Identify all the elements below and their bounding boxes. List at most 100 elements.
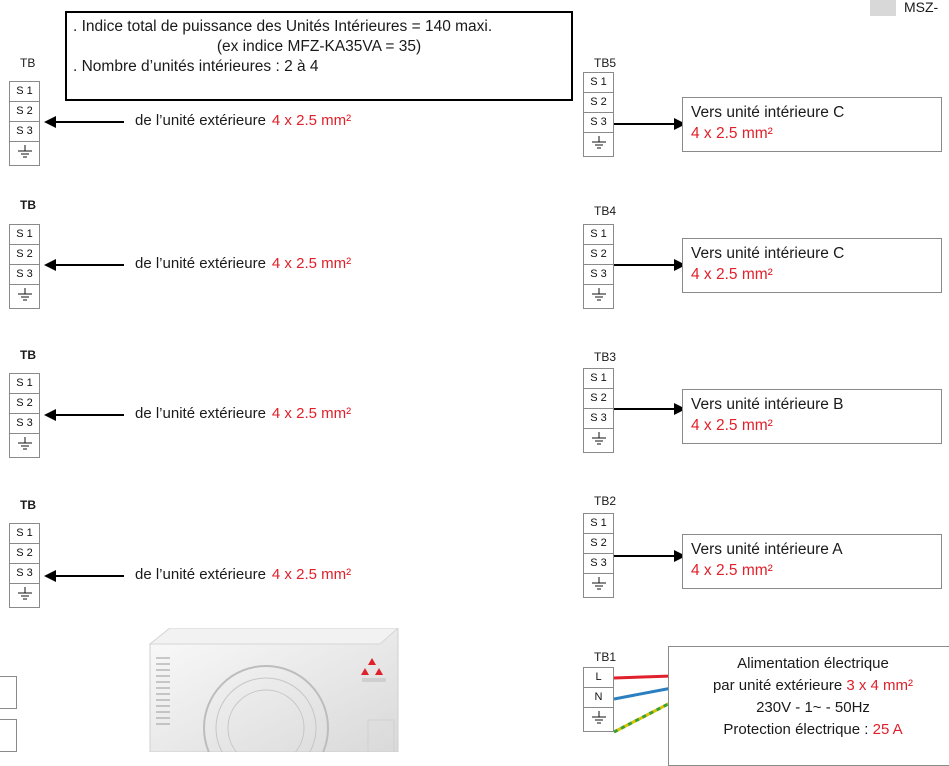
incoming-wire-arrow bbox=[44, 570, 124, 582]
terminal-l: L bbox=[584, 668, 613, 688]
terminal-s1: S 1 bbox=[584, 73, 613, 93]
wire-label: de l’unité extérieure 4 x 2.5 mm² bbox=[135, 405, 351, 422]
partial-terminal-box bbox=[0, 676, 17, 709]
earth-icon bbox=[17, 145, 32, 158]
terminal-block-title: TB5 bbox=[594, 56, 617, 70]
incoming-wire-arrow bbox=[44, 116, 124, 128]
terminal-s1: S 1 bbox=[10, 374, 39, 394]
terminal-block-title: TB2 bbox=[594, 494, 617, 508]
terminal-s2: S 2 bbox=[584, 93, 613, 113]
neutral-wire bbox=[614, 686, 673, 701]
wire-label-text: de l’unité extérieure bbox=[135, 405, 266, 422]
terminal-s2: S 2 bbox=[10, 102, 39, 122]
power-protection-spec: 25 A bbox=[872, 721, 903, 738]
terminal-s2: S 2 bbox=[10, 245, 39, 265]
wire-label-text: de l’unité extérieure bbox=[135, 112, 266, 129]
terminal-s3: S 3 bbox=[584, 113, 613, 133]
terminal-s3: S 3 bbox=[10, 265, 39, 285]
destination-spec: 4 x 2.5 mm² bbox=[691, 266, 773, 283]
destination-label: Vers unité intérieure A bbox=[691, 541, 843, 558]
power-protection: Protection électrique : 25 A bbox=[669, 719, 949, 741]
earth-terminal bbox=[584, 711, 613, 731]
terminal-block: S 1 S 2 S 3 bbox=[9, 373, 40, 458]
terminal-block-title: TB1 bbox=[594, 650, 617, 664]
earth-terminal bbox=[10, 145, 39, 165]
terminal-s1: S 1 bbox=[584, 225, 613, 245]
power-protection-text: Protection électrique : bbox=[723, 721, 869, 738]
outdoor-unit-illustration bbox=[148, 628, 399, 752]
power-cable-text: par unité extérieure bbox=[712, 677, 843, 694]
incoming-wire-arrow bbox=[44, 259, 124, 271]
terminal-n: N bbox=[584, 688, 613, 708]
wiring-notes-box: . Indice total de puissance des Unités I… bbox=[65, 11, 573, 101]
destination-box: Vers unité intérieure A 4 x 2.5 mm² bbox=[682, 534, 942, 589]
earth-terminal bbox=[10, 587, 39, 607]
earth-wire-stripe bbox=[614, 700, 673, 734]
terminal-s2: S 2 bbox=[584, 389, 613, 409]
earth-icon bbox=[17, 288, 32, 301]
earth-icon bbox=[17, 587, 32, 600]
outgoing-wire-arrow bbox=[614, 118, 686, 130]
earth-icon bbox=[591, 432, 606, 445]
terminal-block-title: TB bbox=[20, 498, 36, 512]
partial-terminal-box bbox=[0, 719, 17, 752]
terminal-block: S 1 S 2 S 3 bbox=[583, 368, 614, 453]
destination-spec: 4 x 2.5 mm² bbox=[691, 417, 773, 434]
terminal-block: S 1 S 2 S 3 bbox=[9, 523, 40, 608]
terminal-block-title: TB bbox=[20, 198, 36, 212]
terminal-s2: S 2 bbox=[584, 534, 613, 554]
earth-icon bbox=[591, 136, 606, 149]
terminal-block: S 1 S 2 S 3 bbox=[583, 224, 614, 309]
wire-label-text: de l’unité extérieure bbox=[135, 566, 266, 583]
outgoing-wire-arrow bbox=[614, 550, 686, 562]
earth-terminal bbox=[584, 577, 613, 597]
model-tag-swatch bbox=[870, 0, 896, 16]
power-cable: par unité extérieure 3 x 4 mm² bbox=[669, 675, 949, 697]
terminal-block: L N bbox=[583, 667, 614, 732]
wire-label: de l’unité extérieure 4 x 2.5 mm² bbox=[135, 566, 351, 583]
destination-spec: 4 x 2.5 mm² bbox=[691, 125, 773, 142]
terminal-s1: S 1 bbox=[584, 514, 613, 534]
terminal-s3: S 3 bbox=[10, 122, 39, 142]
incoming-wire-arrow bbox=[44, 409, 124, 421]
earth-terminal bbox=[10, 437, 39, 457]
note-line-example: (ex indice MFZ-KA35VA = 35) bbox=[216, 38, 422, 55]
power-voltage: 230V - 1~ - 50Hz bbox=[756, 699, 870, 716]
terminal-s2: S 2 bbox=[10, 544, 39, 564]
terminal-s1: S 1 bbox=[584, 369, 613, 389]
terminal-s1: S 1 bbox=[10, 82, 39, 102]
terminal-s1: S 1 bbox=[10, 225, 39, 245]
wire-spec: 4 x 2.5 mm² bbox=[271, 405, 352, 422]
model-tag-text: MSZ- bbox=[904, 0, 939, 15]
power-title: Alimentation électrique bbox=[737, 655, 889, 672]
terminal-s3: S 3 bbox=[10, 414, 39, 434]
wire-spec: 4 x 2.5 mm² bbox=[271, 566, 352, 583]
terminal-block: S 1 S 2 S 3 bbox=[9, 224, 40, 309]
destination-spec: 4 x 2.5 mm² bbox=[691, 562, 773, 579]
terminal-s3: S 3 bbox=[584, 554, 613, 574]
brand-logo-icon bbox=[361, 658, 383, 675]
live-wire bbox=[614, 674, 673, 680]
power-supply-box: Alimentation électrique par unité extéri… bbox=[668, 646, 949, 766]
terminal-s1: S 1 bbox=[10, 524, 39, 544]
model-tag: MSZ- bbox=[868, 0, 949, 16]
earth-icon bbox=[591, 288, 606, 301]
earth-terminal bbox=[10, 288, 39, 308]
wire-spec: 4 x 2.5 mm² bbox=[271, 255, 352, 272]
destination-box: Vers unité intérieure C 4 x 2.5 mm² bbox=[682, 97, 942, 152]
destination-box: Vers unité intérieure C 4 x 2.5 mm² bbox=[682, 238, 942, 293]
terminal-block-title: TB bbox=[20, 348, 36, 362]
terminal-s3: S 3 bbox=[584, 409, 613, 429]
terminal-block: S 1 S 2 S 3 bbox=[583, 72, 614, 157]
earth-terminal bbox=[584, 136, 613, 156]
terminal-block-title: TB bbox=[20, 56, 36, 70]
earth-icon bbox=[17, 437, 32, 450]
terminal-block-title: TB4 bbox=[594, 204, 617, 218]
destination-box: Vers unité intérieure B 4 x 2.5 mm² bbox=[682, 389, 942, 444]
terminal-block: S 1 S 2 S 3 bbox=[9, 81, 40, 166]
wire-spec: 4 x 2.5 mm² bbox=[271, 112, 352, 129]
destination-label: Vers unité intérieure B bbox=[691, 396, 844, 413]
destination-label: Vers unité intérieure C bbox=[691, 104, 845, 121]
terminal-block: S 1 S 2 S 3 bbox=[583, 513, 614, 598]
outgoing-wire-arrow bbox=[614, 259, 686, 271]
